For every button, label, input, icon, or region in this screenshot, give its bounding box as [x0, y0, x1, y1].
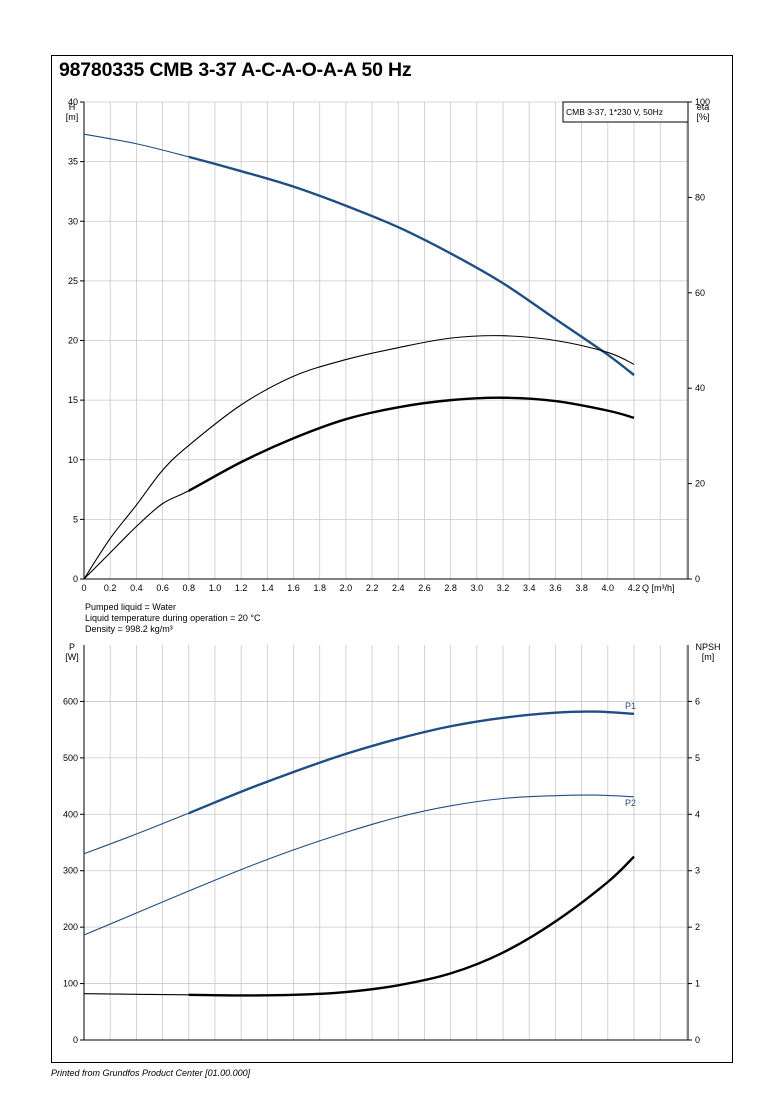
x-axis-label: Q [m³/h] [642, 583, 675, 593]
x-tick-label: 0.8 [183, 583, 196, 593]
series-line-2 [83, 397, 635, 580]
y-tick-label-left: 30 [68, 216, 78, 226]
liquid-note: Liquid temperature during operation = 20… [85, 613, 261, 623]
y-tick-label-left: 500 [63, 753, 78, 763]
x-tick-label: 3.0 [471, 583, 484, 593]
series-label-p2: P2 [625, 798, 636, 808]
x-tick-label: 2.4 [392, 583, 405, 593]
y-tick-label-left: 300 [63, 866, 78, 876]
y-tick-label-left: 0 [73, 1035, 78, 1045]
footer-note: Printed from Grundfos Product Center [01… [51, 1068, 251, 1078]
y-tick-label-right: 40 [695, 383, 705, 393]
x-tick-label: 3.4 [523, 583, 536, 593]
x-tick-label: 1.6 [287, 583, 300, 593]
y-tick-label-left: 15 [68, 395, 78, 405]
series-line-1 [83, 335, 635, 580]
y-axis-label-right-unit: [m] [702, 652, 715, 662]
y-tick-label-right: 20 [695, 479, 705, 489]
y-axis-label-right: NPSH [695, 642, 720, 652]
x-tick-label: 2.0 [340, 583, 353, 593]
x-tick-label: 0.2 [104, 583, 117, 593]
y-tick-label-right: 0 [695, 1035, 700, 1045]
y-tick-label-right: 0 [695, 574, 700, 584]
series-line-p1-duty-range [188, 710, 635, 815]
y-axis-label-left-unit: [W] [65, 652, 79, 662]
y-tick-label-left: 10 [68, 455, 78, 465]
y-axis-label-right-unit: [%] [696, 112, 709, 122]
x-tick-label: 0 [81, 583, 86, 593]
y-tick-label-right: 6 [695, 696, 700, 706]
y-axis-label-left: P [69, 642, 75, 652]
y-tick-label-left: 40 [68, 97, 78, 107]
datasheet-frame [51, 55, 733, 1063]
legend-box [562, 101, 689, 123]
y-tick-label-left: 100 [63, 979, 78, 989]
series-line-0 [83, 133, 635, 376]
y-tick-label-left: 25 [68, 276, 78, 286]
liquid-note: Pumped liquid = Water [85, 602, 176, 612]
y-tick-label-left: 35 [68, 157, 78, 167]
x-tick-label: 4.2 [628, 583, 641, 593]
series-line-2 [83, 856, 635, 996]
x-tick-label: 3.8 [575, 583, 588, 593]
legend-text: CMB 3-37, 1*230 V, 50Hz [566, 107, 663, 117]
y-axis-label-right: eta [697, 102, 710, 112]
y-tick-label-left: 200 [63, 922, 78, 932]
performance-chart: 0 5 10 15 20 25 30 35 40 0 20 40 60 80 100 0 0.2 0.4 0.6 0.… [66, 97, 710, 634]
y-tick-label-right: 1 [695, 979, 700, 989]
y-tick-label-right: 100 [695, 97, 710, 107]
y-tick-label-left: 20 [68, 336, 78, 346]
x-tick-label: 0.6 [156, 583, 169, 593]
x-tick-label: 1.4 [261, 583, 274, 593]
x-tick-label: 2.8 [444, 583, 457, 593]
y-tick-label-right: 3 [695, 866, 700, 876]
y-tick-label-right: 80 [695, 192, 705, 202]
power-npsh-chart: 0 100 200 300 400 500 600 0 1 2 3 4 5 6 P[W] NPSH[m] P1 P… [63, 642, 721, 1045]
series-line-2-duty-range [188, 855, 635, 997]
series-label-p1: P1 [625, 701, 636, 711]
y-axis-label-left: H [69, 102, 76, 112]
x-tick-label: 1.2 [235, 583, 248, 593]
x-tick-label: 3.6 [549, 583, 562, 593]
x-tick-label: 1.8 [313, 583, 326, 593]
y-axis-label-left-unit: [m] [66, 112, 79, 122]
page-title: 98780335 CMB 3-37 A-C-A-O-A-A 50 Hz [59, 59, 412, 81]
series-line-p2 [83, 794, 635, 936]
x-tick-label: 4.0 [602, 583, 615, 593]
y-tick-label-right: 60 [695, 288, 705, 298]
series-line-p1 [83, 710, 635, 855]
x-tick-label: 1.0 [209, 583, 222, 593]
y-tick-label-left: 0 [73, 574, 78, 584]
series-line-0-duty-range [188, 155, 635, 377]
y-tick-label-right: 4 [695, 809, 700, 819]
y-tick-label-right: 5 [695, 753, 700, 763]
x-tick-label: 0.4 [130, 583, 143, 593]
y-tick-label-left: 400 [63, 809, 78, 819]
y-tick-label-left: 5 [73, 514, 78, 524]
y-tick-label-right: 2 [695, 922, 700, 932]
liquid-note: Density = 998.2 kg/m³ [85, 624, 173, 634]
y-tick-label-left: 600 [63, 696, 78, 706]
x-tick-label: 2.2 [366, 583, 379, 593]
x-tick-label: 3.2 [497, 583, 510, 593]
series-line-2-duty-range [188, 396, 635, 493]
x-tick-label: 2.6 [418, 583, 431, 593]
